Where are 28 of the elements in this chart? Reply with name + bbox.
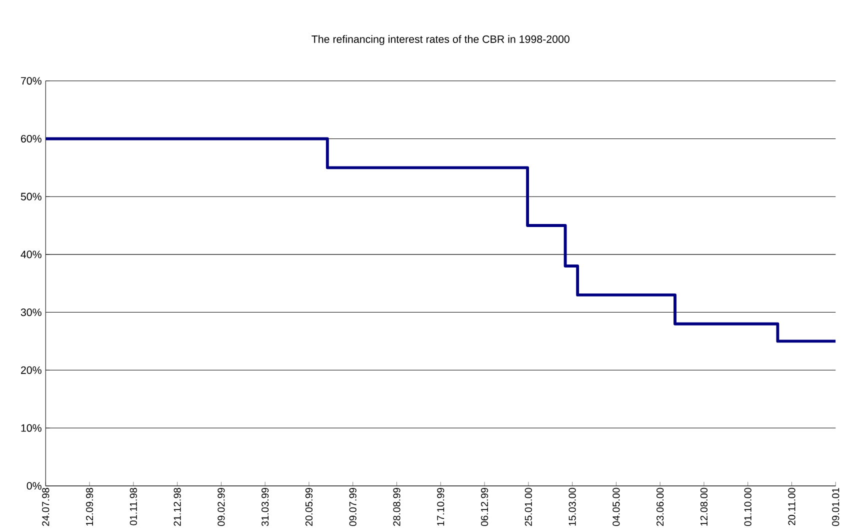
x-tick-label: 09.02.99 [218,488,225,526]
y-tick-label: 20% [21,366,42,374]
x-tick-label: 28.08.99 [393,488,400,526]
x-tick-label: 12.08.00 [700,488,708,526]
y-tick-label: 70% [21,77,42,85]
y-tick-label: 10% [21,424,42,432]
x-tick-label: 31.03.99 [262,488,269,526]
x-tick-label: 01.11.98 [130,488,137,526]
x-tick-label: 20.11.00 [788,488,796,526]
x-tick-label: 06.12.99 [480,488,488,526]
y-tick-label: 50% [20,192,42,200]
x-tick-label: 15.03.00 [568,488,576,526]
x-tick-label: 04.05.00 [612,488,620,526]
x-tick-label: 23.06.00 [656,488,664,526]
y-tick-label: 0% [26,482,42,490]
x-tick-label: 12.09.98 [86,488,94,526]
y-tick-label: 40% [20,250,42,258]
y-tick-label: 30% [20,308,42,316]
x-tick-label: 25.01.00 [524,488,532,526]
x-tick-label: 09.01.01 [832,488,840,526]
x-tick-label: 17.10.99 [437,488,444,526]
x-tick-label: 01.10.00 [744,488,752,526]
x-tick-label: 21.12.98 [174,488,181,526]
chart-title: The refinancing interest rates of the CBR in 1998-2000 [312,35,570,46]
x-tick-label: 20.05.99 [305,488,313,526]
x-tick-label: 09.07.99 [349,488,356,526]
x-tick-label: 24.07.98 [42,488,50,526]
y-tick-label: 60% [21,134,42,143]
